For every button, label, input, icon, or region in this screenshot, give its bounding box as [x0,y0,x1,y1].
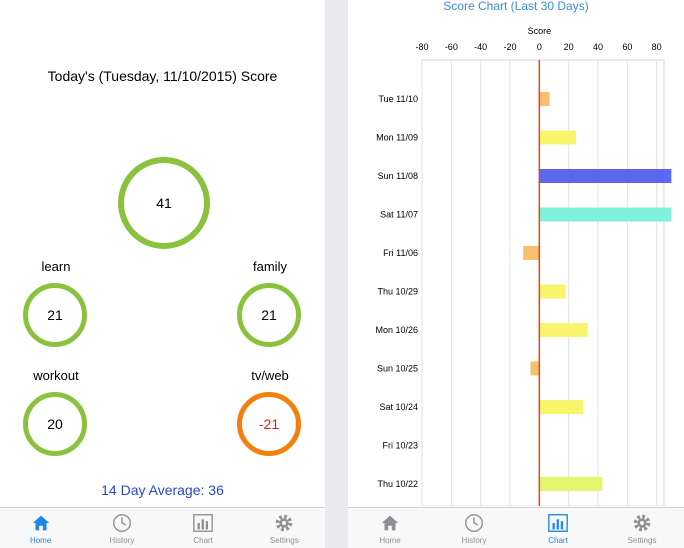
category-ring-family[interactable]: 21 [237,283,301,347]
category-value-learn: 21 [47,307,63,323]
row-label: Thu 10/22 [377,479,418,489]
tab-home[interactable]: Home [348,508,432,548]
row-label: Thu 10/29 [377,287,418,297]
tab-history[interactable]: History [81,508,162,548]
category-label-tv-web: tv/web [251,368,289,383]
fourteen-day-average: 14 Day Average: 36 [101,482,224,498]
x-tick-label: -60 [445,42,458,52]
bar [539,92,550,106]
bar [539,477,603,491]
bar [539,400,584,414]
tab-label: Settings [627,536,657,545]
x-axis-label: Score [528,26,552,36]
x-tick-label: -80 [415,42,428,52]
category-value-workout: 20 [47,416,63,432]
tab-label: Chart [548,536,568,545]
category-value-tv-web: -21 [258,416,280,432]
row-label: Mon 11/09 [376,133,418,143]
tab-label: Settings [269,536,299,545]
row-label: Tue 11/10 [378,94,418,104]
category-label-learn: learn [41,259,71,274]
bar [523,246,540,260]
gear-icon [633,514,651,532]
home-icon [32,515,49,531]
tab-label: History [109,536,135,545]
x-tick-label: -20 [503,42,516,52]
category-value-family: 21 [261,307,277,323]
bar [539,323,588,337]
chart-title: Score Chart (Last 30 Days) [443,0,589,13]
row-label: Sat 10/24 [379,402,418,412]
chart-screen: Score Chart (Last 30 Days) Score -80 -60 -4… [348,0,684,548]
category-ring-tv-web[interactable]: -21 [237,392,301,456]
category-ring-learn[interactable]: 21 [23,283,87,347]
x-tick-label: 0 [537,42,542,52]
tab-history[interactable]: History [432,508,516,548]
x-tick-label: 40 [593,42,603,52]
row-label: Mon 10/26 [375,325,418,335]
bar-chart-icon [548,514,568,532]
tab-settings[interactable]: Settings [600,508,684,548]
tab-label: Home [379,536,401,545]
bar [539,284,566,299]
bar [539,169,672,183]
row-label: Fri 10/23 [382,441,418,451]
clock-icon [112,514,131,532]
gear-icon [276,514,293,532]
tab-chart[interactable]: Chart [516,508,600,548]
tab-label: Home [29,536,52,545]
home-icon [381,515,399,531]
clock-icon [465,514,483,532]
tab-label: Chart [193,536,213,545]
category-label-workout: workout [33,368,79,383]
tab-bar: Home History Chart Settings [0,507,325,548]
page-title: Today's (Tuesday, 11/10/2015) Score [47,68,278,84]
x-tick-label: 60 [622,42,632,52]
tab-bar: Home History Chart Settings [348,507,684,548]
row-label: Fri 11/06 [383,248,418,258]
bar [539,207,672,222]
tab-chart[interactable]: Chart [163,508,244,548]
category-label-family: family [253,259,287,274]
bar [539,130,576,145]
home-screen: Today's (Tuesday, 11/10/2015) Score 41 l… [0,0,325,548]
score-bar-chart: Score -80 -60 -40 -20 0 20 40 60 80 Tue 11/10 Mon 1… [375,26,672,506]
x-tick-label: -40 [474,42,487,52]
tab-home[interactable]: Home [0,508,81,548]
row-label: Sun 10/25 [377,364,418,374]
bar [530,361,540,376]
total-score-ring[interactable]: 41 [118,157,210,249]
tab-settings[interactable]: Settings [244,508,325,548]
row-label: Sat 11/07 [380,210,418,220]
bar-chart-icon [193,514,213,532]
category-ring-workout[interactable]: 20 [23,392,87,456]
row-label: Sun 11/08 [378,171,418,181]
x-tick-label: 20 [564,42,574,52]
x-tick-label: 80 [652,42,662,52]
tab-label: History [461,536,487,545]
total-score-value: 41 [156,195,172,211]
